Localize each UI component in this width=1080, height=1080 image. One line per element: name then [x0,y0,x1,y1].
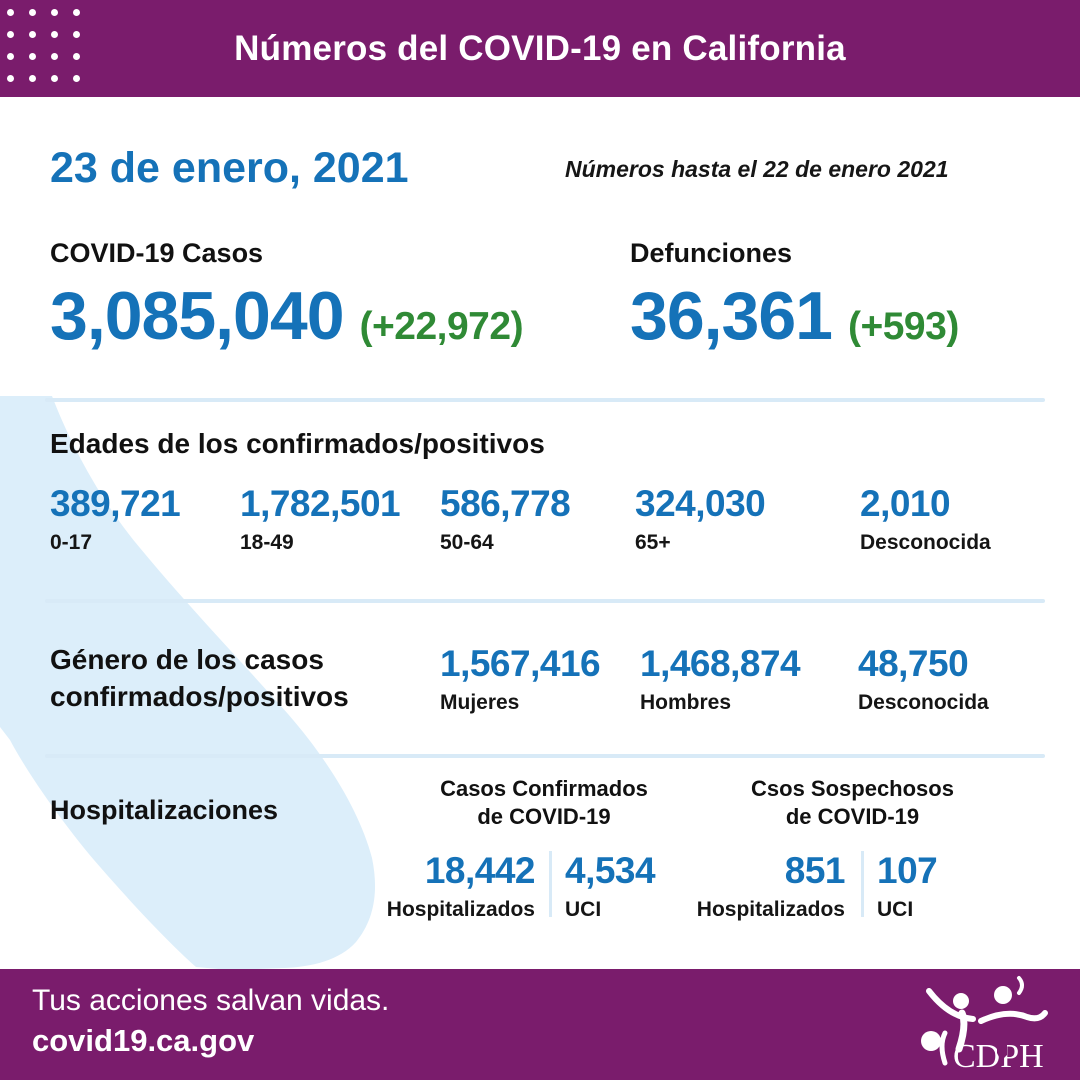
gender-title-line1: Género de los casos [50,644,324,675]
gender-value: 48,750 [858,643,969,684]
suspected-header-line2: de COVID-19 [785,804,920,829]
as-of-note: Números hasta el 22 de enero 2021 [565,156,949,182]
age-value: 1,782,501 [240,483,401,524]
dot-icon [7,53,14,60]
age-stat-50-64: 586,778 50-64 [440,483,571,555]
dot-icon [29,53,36,60]
gender-value: 1,468,874 [640,643,801,684]
divider [45,398,1045,402]
age-stat-unknown: 2,010 Desconocida [860,483,991,555]
suspected-header-line1: Csos Sospechosos [751,776,954,801]
suspected-icu-stat: 107 UCI [877,850,938,922]
gender-label: Mujeres [440,691,520,714]
age-label: 50-64 [440,531,494,554]
suspected-hospitalized-stat: 851 Hospitalizados [640,850,846,922]
header-bar: Números del COVID-19 en California [0,0,1080,97]
divider [45,754,1045,758]
divider [45,599,1045,603]
age-stat-0-17: 389,721 0-17 [50,483,181,555]
gender-value: 1,567,416 [440,643,601,684]
deaths-delta: (+593) [847,305,959,348]
confirmed-hospitalized-stat: 18,442 Hospitalizados [330,850,536,922]
dot-icon [51,75,58,82]
age-value: 586,778 [440,483,571,524]
gender-stat-unknown: 48,750 Desconocida [858,643,989,715]
dot-grid-decoration [7,9,80,97]
divider [549,851,552,917]
page-title: Números del COVID-19 en California [234,28,846,68]
age-value: 389,721 [50,483,181,524]
footer-bar: Tus acciones salvan vidas. covid19.ca.go… [0,969,1080,1080]
dot-icon [29,31,36,38]
confirmed-cases-column-header: Casos Confirmados de COVID-19 [438,775,650,831]
footer-url: covid19.ca.gov [32,1023,255,1058]
dot-icon [51,9,58,16]
gender-label: Hombres [640,691,732,714]
california-shape-in-logo [997,1041,1007,1061]
age-value: 2,010 [860,483,951,524]
confirmed-header-line1: Casos Confirmados [440,776,648,801]
suspected-icu-value: 107 [877,850,938,891]
suspected-cases-column-header: Csos Sospechosos de COVID-19 [745,775,960,831]
suspected-icu-label: UCI [877,898,914,921]
suspected-hospitalized-value: 851 [784,850,846,891]
confirmed-icu-stat: 4,534 UCI [565,850,656,922]
age-stat-65-plus: 324,030 65+ [635,483,766,555]
cases-delta: (+22,972) [359,305,524,348]
age-label: 0-17 [50,531,93,554]
dot-icon [29,75,36,82]
deaths-label: Defunciones [630,238,793,268]
confirmed-header-line2: de COVID-19 [477,804,611,829]
gender-stat-women: 1,567,416 Mujeres [440,643,601,715]
gender-section-title: Género de los casos confirmados/positivo… [50,641,349,715]
dot-icon [7,75,14,82]
report-date: 23 de enero, 2021 [50,144,409,192]
age-label: Desconocida [860,531,991,554]
cdph-logo: CDPH [921,976,1048,1075]
suspected-hospitalized-label: Hospitalizados [696,898,845,921]
hospitalizations-section-title: Hospitalizaciones [50,795,279,825]
footer-slogan: Tus acciones salvan vidas. [32,984,390,1017]
dot-icon [7,31,14,38]
deaths-value: 36,361 [630,278,833,354]
confirmed-icu-label: UCI [565,898,602,921]
confirmed-hospitalized-label: Hospitalizados [386,898,535,921]
dot-icon [29,9,36,16]
confirmed-icu-value: 4,534 [565,850,656,891]
age-stat-18-49: 1,782,501 18-49 [240,483,401,555]
dot-icon [73,75,80,82]
deaths-total-block: Defunciones 36,361 (+593) [630,238,959,355]
gender-stat-men: 1,468,874 Hombres [640,643,801,715]
cases-value: 3,085,040 [50,278,345,354]
confirmed-hospitalized-value: 18,442 [424,850,536,891]
divider [861,851,864,917]
cases-label: COVID-19 Casos [50,238,264,268]
dot-icon [51,31,58,38]
cases-total-block: COVID-19 Casos 3,085,040 (+22,972) [50,238,524,355]
ages-section-title: Edades de los confirmados/positivos [50,428,545,459]
dot-icon [73,31,80,38]
age-label: 65+ [635,531,671,554]
dot-icon [73,53,80,60]
dot-icon [73,9,80,16]
gender-label: Desconocida [858,691,989,714]
age-label: 18-49 [240,531,294,554]
dot-icon [7,9,14,16]
gender-title-line2: confirmados/positivos [50,681,349,712]
dot-icon [51,53,58,60]
age-value: 324,030 [635,483,766,524]
